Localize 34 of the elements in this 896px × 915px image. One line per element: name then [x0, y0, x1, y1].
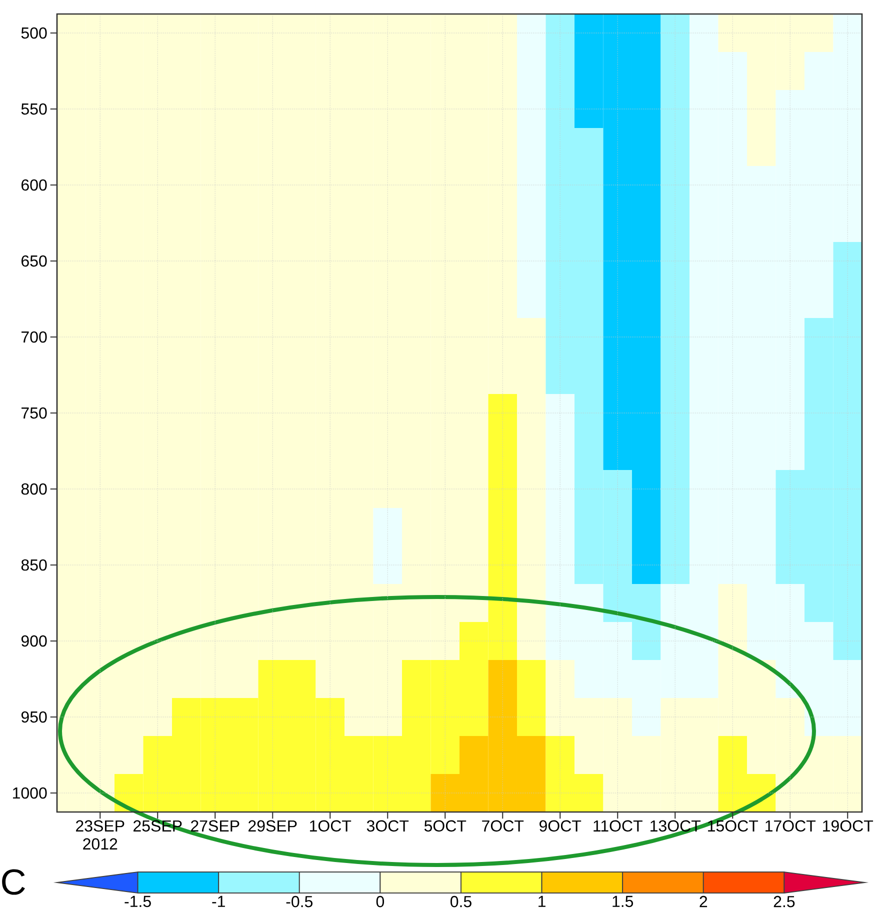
y-tick-label: 800	[21, 483, 47, 495]
x-tick-label: 3OCT	[366, 820, 409, 832]
y-tick-label: 700	[22, 331, 47, 343]
color-bar-title: C	[2, 869, 25, 895]
x-tick-label: 5OCT	[424, 820, 466, 832]
y-tick-label: 750	[22, 407, 47, 419]
color-bar-label: 2	[700, 896, 708, 908]
x-tick-label: 11OCT	[594, 820, 642, 832]
y-tick-label: 550	[21, 103, 47, 115]
x-tick-label: 17OCT	[766, 820, 816, 832]
color-bar-label: 1	[538, 896, 546, 907]
x-tick-label: 29SEP	[248, 820, 297, 832]
x-tick-label: 19OCT	[823, 820, 874, 832]
x-tick-label: 9OCT	[540, 820, 582, 832]
y-tick-label: 850	[21, 559, 47, 571]
color-bar-label: 0.5	[450, 896, 472, 908]
x-tick-label: 1OCT	[310, 820, 352, 832]
x-tick-label: 7OCT	[482, 820, 524, 832]
y-tick-label: 650	[22, 255, 47, 267]
y-tick-label: 950	[21, 711, 47, 723]
x-tick-label: 27SEP	[191, 820, 240, 832]
x-tick-label: 23SEP 2012	[76, 820, 124, 850]
color-bar-label: -0.5	[286, 896, 312, 908]
color-bar-label: -1.5	[124, 896, 151, 908]
color-bar-label: 1.5	[612, 896, 634, 908]
color-bar-label: 2.5	[774, 896, 795, 908]
y-tick-label: 600	[22, 179, 47, 191]
y-tick-label: 500	[21, 27, 47, 39]
x-tick-label: 15OCT	[708, 820, 758, 832]
x-tick-label: 13OCT	[650, 820, 701, 832]
color-bar-label: -1	[212, 896, 225, 907]
y-tick-label: 900	[21, 635, 47, 647]
y-tick-label: 1000	[13, 787, 47, 799]
color-bar-label: 0	[376, 896, 384, 908]
